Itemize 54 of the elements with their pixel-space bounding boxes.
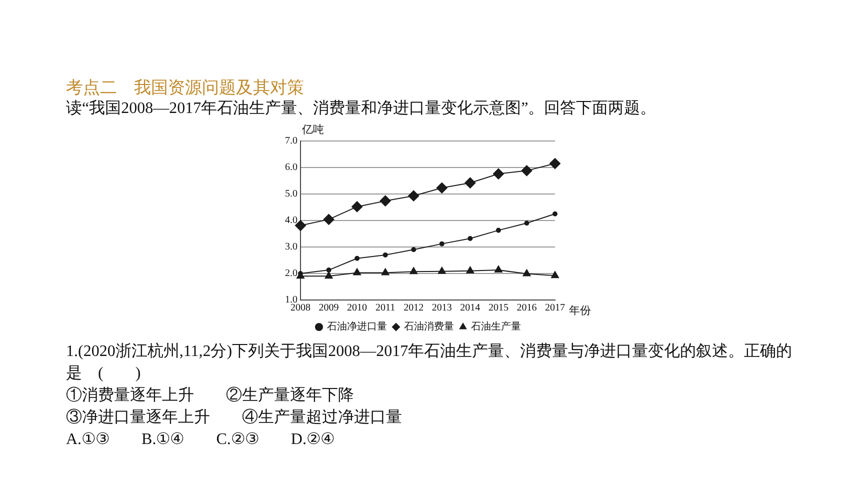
text: 1.(2020浙江杭州,11,2分)下列关于我国2008—2017年石油生产量、消费量与净进口量变化的叙述。正确的是 ( ) bbox=[66, 342, 794, 384]
legend-label: 石油消费量 bbox=[404, 320, 454, 333]
point bbox=[408, 190, 420, 202]
x-tick-label: 2013 bbox=[432, 302, 452, 314]
point bbox=[494, 266, 502, 273]
chart-title: 考点二 我国资源问题及其对策 bbox=[66, 77, 304, 99]
point bbox=[381, 268, 390, 276]
y-tick-label: 3.0 bbox=[285, 242, 298, 253]
point bbox=[521, 165, 532, 176]
point bbox=[466, 266, 474, 274]
point bbox=[411, 247, 416, 252]
x-tick-label: 2017 bbox=[545, 302, 565, 314]
point bbox=[380, 195, 391, 206]
x-tick-label: 2008 bbox=[290, 302, 310, 314]
y-axis-title: 亿吨 bbox=[302, 123, 324, 137]
y-tick-label: 4.0 bbox=[285, 215, 298, 226]
legend-label: 石油生产量 bbox=[471, 320, 521, 333]
point bbox=[524, 220, 530, 226]
point bbox=[522, 269, 531, 276]
point bbox=[326, 268, 332, 273]
y-tick-label: 2.0 bbox=[285, 268, 298, 280]
legend-label: 石油净进口量 bbox=[327, 320, 387, 333]
text: ③净进口量逐年上升 ④生产量超过净进口量 bbox=[66, 408, 403, 428]
x-tick-label: 2015 bbox=[488, 302, 508, 314]
point bbox=[492, 168, 504, 180]
point bbox=[552, 211, 558, 216]
text: A.①③ B.①④ C.②③ D.②④ bbox=[66, 430, 336, 450]
point bbox=[551, 271, 559, 278]
point bbox=[410, 267, 418, 274]
point bbox=[352, 201, 363, 212]
x-axis-title: 年份 bbox=[569, 304, 591, 318]
x-tick-label: 2016 bbox=[516, 302, 537, 314]
x-tick-label: 2012 bbox=[404, 302, 424, 314]
x-tick-label: 2011 bbox=[376, 302, 396, 314]
text: ①消费量逐年上升 ②生产量逐年下降 bbox=[66, 386, 355, 406]
y-tick-label: 6.0 bbox=[285, 162, 298, 174]
point bbox=[354, 256, 360, 261]
point bbox=[382, 252, 388, 258]
point bbox=[353, 268, 362, 276]
point bbox=[438, 266, 446, 274]
x-tick-label: 2010 bbox=[347, 302, 368, 314]
point bbox=[439, 241, 444, 246]
point bbox=[323, 214, 334, 225]
y-tick-label: 7.0 bbox=[285, 136, 298, 147]
point bbox=[464, 177, 476, 188]
chart-subtitle: 读“我国2008—2017年石油生产量、消费量和净进口量变化示意图”。回答下面两题。 bbox=[66, 98, 656, 119]
point bbox=[496, 228, 501, 233]
x-tick-label: 2014 bbox=[460, 302, 480, 314]
point bbox=[324, 272, 333, 279]
point bbox=[468, 236, 473, 242]
point bbox=[550, 158, 560, 170]
y-tick-label: 5.0 bbox=[285, 188, 298, 200]
x-tick-label: 2009 bbox=[318, 302, 339, 314]
point bbox=[436, 182, 448, 194]
